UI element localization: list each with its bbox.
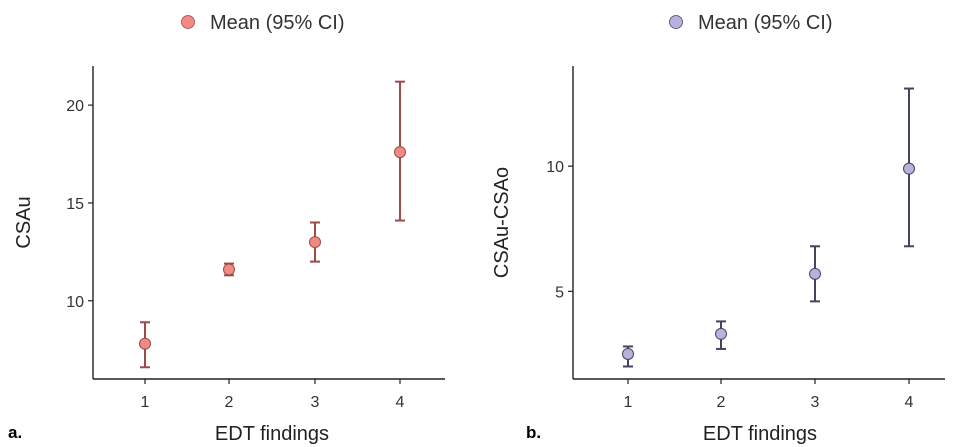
- y-tick-label: 20: [66, 98, 84, 115]
- mean-point: [139, 337, 151, 350]
- x-tick-label: 3: [311, 394, 320, 411]
- x-tick-label: 2: [717, 394, 726, 411]
- mean-point: [223, 263, 235, 276]
- x-tick-label: 1: [624, 394, 633, 411]
- mean-point: [715, 327, 727, 340]
- legend-marker: [181, 15, 195, 29]
- x-axis-title: EDT findings: [703, 423, 817, 445]
- panel-b: Mean (95% CI) 5 10 1 2 3 4 CSAu-CSAo EDT finding…: [491, 12, 945, 445]
- y-tick-label: 10: [546, 159, 564, 176]
- mean-point: [394, 146, 406, 159]
- x-tick-label: 4: [396, 394, 405, 411]
- y-axis-title: CSAu: [13, 196, 35, 248]
- x-tick-label: 1: [141, 394, 150, 411]
- legend-label: Mean (95% CI): [210, 12, 345, 34]
- panel-a: Mean (95% CI) 10 15 20 1 2 3 4 CSAu EDT findings a…: [8, 12, 445, 445]
- legend-label: Mean (95% CI): [698, 12, 833, 34]
- x-tick-label: 2: [225, 394, 234, 411]
- mean-point: [622, 347, 634, 360]
- x-tick-label: 4: [905, 394, 914, 411]
- y-tick-label: 5: [555, 284, 564, 301]
- x-axis-title: EDT findings: [215, 423, 329, 445]
- mean-point: [903, 162, 915, 175]
- y-tick-label: 10: [66, 294, 84, 311]
- mean-point: [309, 236, 321, 249]
- panel-tag: b.: [526, 423, 541, 442]
- y-axis-title: CSAu-CSAo: [491, 167, 513, 278]
- panel-tag: a.: [8, 423, 22, 442]
- x-tick-label: 3: [811, 394, 820, 411]
- legend-marker: [669, 15, 683, 29]
- mean-point: [809, 267, 821, 280]
- y-tick-label: 15: [66, 196, 84, 213]
